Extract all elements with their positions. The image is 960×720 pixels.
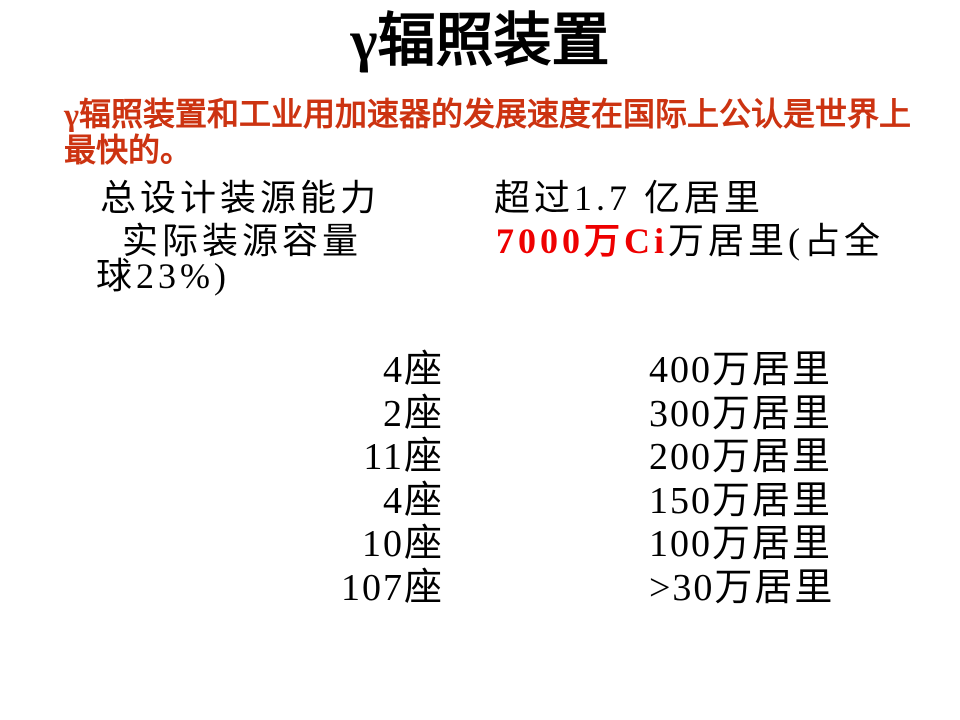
site-capacity: 400万居里 [649, 349, 833, 391]
site-count: 4座 [382, 479, 444, 522]
actual-capacity-label: 实际装源容量 [122, 221, 363, 261]
actual-capacity-wrap-line: 球23%) [96, 256, 230, 296]
design-capacity-label: 总设计装源能力 [100, 178, 381, 218]
site-capacity: 150万居里 [649, 479, 833, 522]
site-count: 11座 [363, 436, 444, 478]
table-row: 107座 >30万居里 [0, 567, 960, 611]
intro-line-2: 最快的。 [64, 132, 193, 168]
site-capacity: 300万居里 [649, 392, 833, 435]
table-row: 11座 200万居里 [0, 436, 960, 480]
table-row: 10座 100万居里 [0, 523, 960, 567]
site-count: 107座 [340, 566, 444, 609]
site-count: 2座 [382, 392, 444, 435]
site-count: 4座 [382, 349, 444, 391]
site-capacity: >30万居里 [649, 566, 835, 609]
slide-title: γ辐照装置 [350, 8, 610, 73]
table-row: 4座 150万居里 [0, 480, 960, 524]
actual-capacity-value: 7000万Ci万居里(占全 [496, 221, 884, 261]
site-capacity: 100万居里 [649, 523, 833, 565]
site-capacity: 200万居里 [649, 436, 833, 478]
table-row: 4座 400万居里 [0, 349, 960, 393]
intro-paragraph: γ辐照装置和工业用加速器的发展速度在国际上公认是世界上 最快的。 [64, 96, 944, 168]
table-row: 2座 300万居里 [0, 393, 960, 437]
intro-line-1: γ辐照装置和工业用加速器的发展速度在国际上公认是世界上 [64, 96, 911, 132]
source-table: 4座 400万居里 2座 300万居里 11座 200万居里 4座 150万居里… [0, 349, 960, 610]
actual-capacity-rest: 万居里(占全 [668, 221, 885, 261]
design-capacity-value: 超过1.7 亿居里 [494, 178, 765, 218]
actual-capacity-highlight: 7000万Ci [496, 221, 669, 261]
site-count: 10座 [361, 523, 444, 565]
